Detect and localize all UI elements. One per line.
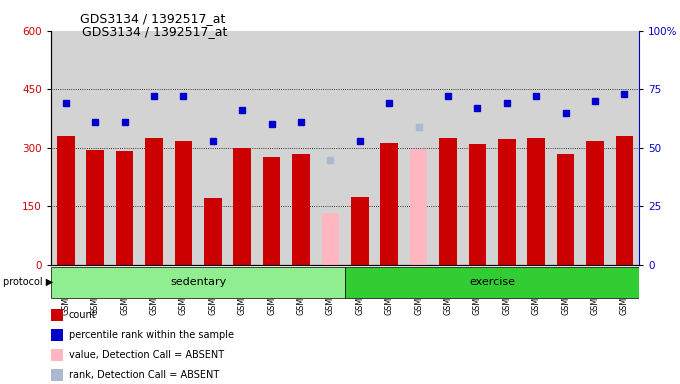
Bar (109, 31, 139, 265)
Bar (257, 31, 286, 265)
Bar (522, 31, 551, 265)
Bar (557, 154, 575, 265)
Bar (462, 31, 492, 265)
Bar (439, 138, 457, 265)
Bar (586, 141, 604, 265)
Bar (404, 31, 433, 265)
Bar (86, 150, 104, 265)
Bar (175, 141, 192, 265)
Bar (292, 154, 310, 265)
Text: percentile rank within the sample: percentile rank within the sample (69, 330, 234, 340)
Text: value, Detection Call = ABSENT: value, Detection Call = ABSENT (69, 350, 224, 360)
Bar (198, 31, 227, 265)
Bar (433, 31, 462, 265)
Bar (615, 136, 633, 265)
Bar (351, 197, 369, 265)
Bar (498, 139, 515, 265)
Bar (51, 267, 345, 298)
Bar (345, 267, 639, 298)
Bar (492, 31, 522, 265)
Bar (316, 31, 345, 265)
Bar (410, 149, 428, 265)
Bar (551, 31, 580, 265)
Text: GDS3134 / 1392517_at: GDS3134 / 1392517_at (82, 25, 227, 38)
Bar (610, 31, 639, 265)
Text: exercise: exercise (469, 277, 515, 287)
Text: protocol ▶: protocol ▶ (3, 277, 54, 287)
Bar (345, 31, 375, 265)
Bar (286, 31, 316, 265)
Bar (80, 31, 109, 265)
Bar (469, 144, 486, 265)
Bar (227, 31, 257, 265)
Text: sedentary: sedentary (170, 277, 226, 287)
Text: GDS3134 / 1392517_at: GDS3134 / 1392517_at (80, 12, 226, 25)
Bar (380, 143, 398, 265)
Bar (262, 157, 280, 265)
Bar (204, 198, 222, 265)
Bar (581, 31, 610, 265)
Text: count: count (69, 310, 97, 320)
Bar (322, 213, 339, 265)
Bar (375, 31, 404, 265)
Bar (169, 31, 198, 265)
Bar (57, 136, 75, 265)
Bar (233, 148, 251, 265)
Bar (528, 138, 545, 265)
Bar (145, 138, 163, 265)
Text: rank, Detection Call = ABSENT: rank, Detection Call = ABSENT (69, 370, 219, 380)
Bar (116, 151, 133, 265)
Bar (51, 31, 80, 265)
Bar (139, 31, 169, 265)
